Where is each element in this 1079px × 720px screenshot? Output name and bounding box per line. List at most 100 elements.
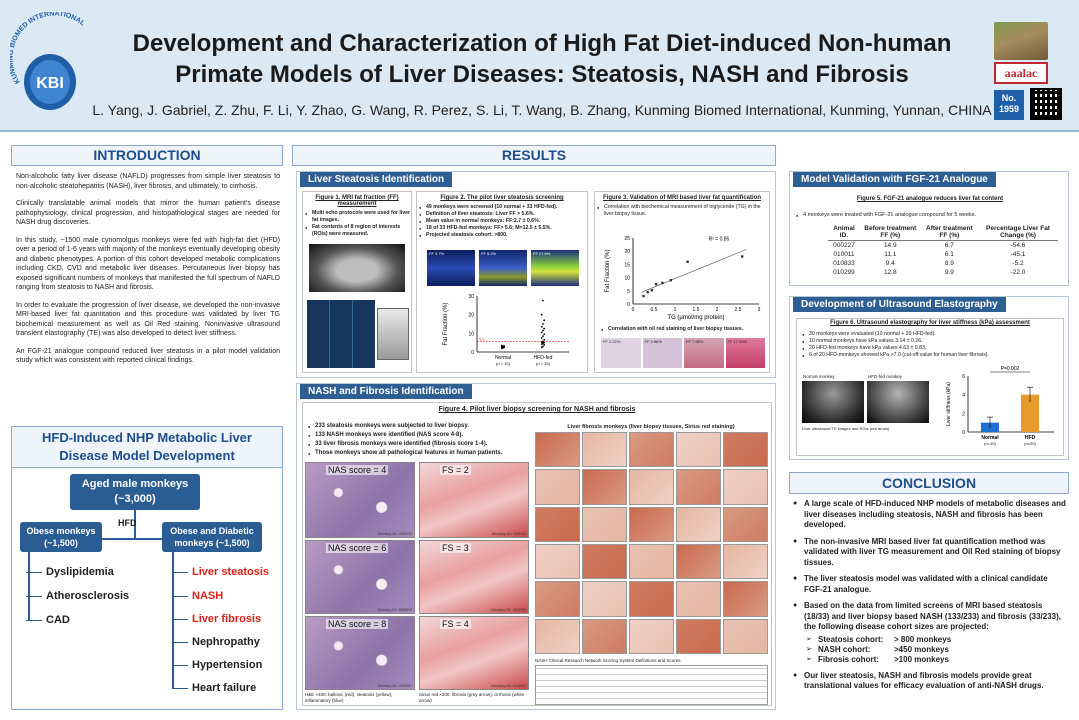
poster-number-label: No. [1001,93,1017,103]
oil-red-label: FF 7.88% [686,339,704,344]
fibrosis-tissue-image [629,618,674,654]
data-point [543,327,546,330]
figure-3: Figure 3. Validation of MRI based liver … [594,191,770,373]
qr-code-icon [1030,88,1062,120]
fibrosis-score-label: FS = 3 [440,543,471,553]
data-point [542,329,544,332]
cohort-label: Fibrosis cohort: [818,654,879,664]
steatosis-heading: Liver Steatosis Identification [300,172,453,187]
intro-paragraph: Non-alcoholic fatty liver disease (NAFLD… [16,173,280,190]
elastography-panel [789,296,1069,460]
y-tick-label: 2 [962,411,965,417]
author-list: L. Yang, J. Gabriel, Z. Zhu, F. Li, Y. Z… [92,102,992,118]
monkey-id-label: Monkey ID: 010097 [491,683,526,688]
figure-6 [796,318,1064,456]
group-n-label: (n = 10) [496,361,511,366]
cohort-value: >450 monkeys [894,644,949,654]
cohort-label: Steatosis cohort: [818,634,884,644]
model-development-panel [11,426,283,710]
results-title: RESULTS [292,145,776,166]
table-cell: -22.0 [1010,269,1026,276]
figure-1-title: Figure 1. MRI fat fraction (FF) measurem… [315,195,399,207]
ff-map-image: FF 3.7% [427,250,475,286]
monkey-id-label: Monkey ID: 010097 [377,683,412,688]
sirius-red-tile: FS = 2 Monkey ID: 990111 [419,462,529,538]
table-cell: 010299 [833,269,855,276]
data-point [642,294,645,298]
oil-red-image: FF 17.09% [725,338,765,368]
poster-title: Development and Characterization of High… [112,28,972,90]
node-label: Obese monkeys [26,526,96,536]
cohort-item: NASH cohort: >450 monkeys [792,645,1066,655]
x-tick-label: 3 [758,307,761,313]
y-tick-label: 0 [471,350,474,356]
fibrosis-tissue-image [535,581,580,617]
figure-6-bar-chart: 0 2 4 6 Liver stiffness (kPa) Normal(n=10) HFD… [946,366,1054,446]
figure-5-title: Figure 5. FGF-21 analogue reduces liver … [856,196,1004,202]
table-header: After treatment FF (%) [920,224,979,241]
fibrosis-tissue-image [582,618,627,654]
x-tick-label: 2.5 [735,307,742,313]
node-obese-monkeys: Obese monkeys (~1,500) [20,522,102,552]
fibrosis-tissue-image [535,618,580,654]
table-cell: 11.1 [884,251,897,258]
figure-2-bullet: Definition of liver steatosis: Liver FF … [417,211,587,218]
leaf-nash: NASH [171,590,224,602]
fibrosis-image-grid [535,432,768,654]
data-point [543,338,546,341]
conclusion-item: The liver steatosis model was validated … [792,574,1066,595]
monkey-id-label: Monkey ID: 990059 [491,607,526,612]
table-row: 010011 11.1 6.1 -45.1 [828,250,1058,259]
x-tick-label: 2 [716,307,719,313]
trend-line [641,249,747,293]
cohort-label: NASH cohort: [818,644,871,654]
table-row: 010299 12.8 9.9 -22.0 [828,268,1058,277]
sirius-red-caption: Sirius red ×200: fibrosis (grey arrow); … [419,692,525,703]
y-tick-label: 0 [627,302,630,308]
data-point [686,260,689,263]
kbi-logo: KUNMING BIOMED INTERNATIONAL KBI [10,12,86,110]
data-point [669,279,672,282]
y-tick-label: 6 [962,374,965,380]
fibrosis-score-label: FS = 4 [440,619,471,629]
fibrosis-tissue-image [629,469,674,505]
figure-1-bullet: Multi echo protocols were used for liver… [303,210,411,224]
he-caption: H&E ×400: ballonic (red); steatosis (yel… [305,692,393,703]
figure-2-scatter-chart: 0 10 20 30 Fat Fraction (%) 5.6 Normal(n = 10)… [443,294,569,366]
leaf-dyslipidemia: Dyslipidemia [26,566,114,578]
conclusion-item: A large scale of HFD-induced NHP models … [792,499,1066,531]
table-cell: 9.9 [944,269,954,276]
x-tick-label: HFD [1025,435,1036,441]
conclusion-item: Based on the data from limited screens o… [792,601,1066,633]
leaf-cad: CAD [26,614,70,626]
figure-2-title: Figure 2. The pilot liver steatosis scre… [440,195,564,201]
ultrasound-caption: Liver ultrasound TE images and ROIs (red… [802,426,890,431]
fibrosis-tissue-image [723,432,768,468]
fibrosis-tissue-image [723,506,768,542]
figure-6-bullet: 20 HFD-fed monkeys have kPa values 4.63 … [800,345,1062,352]
leaf-heart-failure: Heart failure [171,682,257,694]
nash-crn-table-title: NASH Clinical Research Network Scoring S… [535,658,681,663]
us-image-label: HFD-fed monkey [868,374,903,379]
threshold-label: 5.6 [479,337,485,342]
figure-1-bullet: Fat contents of 8 region of interests (R… [303,224,411,238]
tree-connector [172,552,174,688]
table-cell: 000227 [833,242,855,249]
figure-4-bullet: 33 liver fibrosis monkeys were identifie… [306,440,532,449]
mri-scanner-image [377,308,409,360]
y-tick-label: 15 [624,262,630,268]
oil-red-label: FF 2.22% [603,339,621,344]
figure-4-title: Figure 4. Pilot liver biopsy screening f… [438,406,636,413]
table-cell: 8.9 [944,260,954,267]
x-tick-label: 0 [632,307,635,313]
y-tick-label: 10 [624,276,630,282]
table-cell: 010833 [833,260,855,267]
intro-paragraph: An FGF-21 analogue compound reduced live… [16,347,280,365]
fibrosis-tissue-image [582,581,627,617]
table-cell: 6.7 [944,242,954,249]
fibrosis-tissue-image [676,469,721,505]
table-cell: 6.1 [944,251,954,258]
us-image-label: Normal monkey [803,374,835,379]
x-axis-label: TG (μmol/mg protein) [667,315,724,321]
he-tile: NAS score = 6 Monkey ID: 990609 [305,540,415,614]
